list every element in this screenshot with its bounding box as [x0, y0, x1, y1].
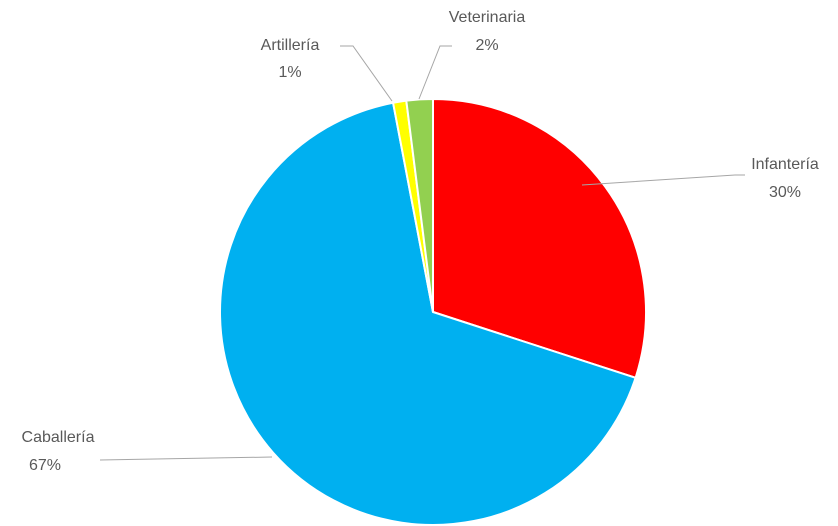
pie-slice [405, 97, 434, 313]
slice-value-label: 67% [29, 457, 61, 474]
leader-line [418, 45, 452, 100]
slice-value-label: 1% [278, 64, 301, 81]
pie-slice [432, 97, 647, 380]
slice-value-label: 2% [475, 37, 498, 54]
slice-label: Artillería [261, 37, 320, 54]
leader-line [581, 174, 745, 186]
slice-label: Veterinaria [449, 9, 526, 26]
slice-value-label: 30% [769, 184, 801, 201]
leader-line [340, 45, 393, 102]
slice-label: Caballería [22, 429, 95, 446]
pie-slice [219, 101, 637, 526]
leader-line [99, 456, 273, 461]
slice-label: Infantería [751, 156, 819, 173]
